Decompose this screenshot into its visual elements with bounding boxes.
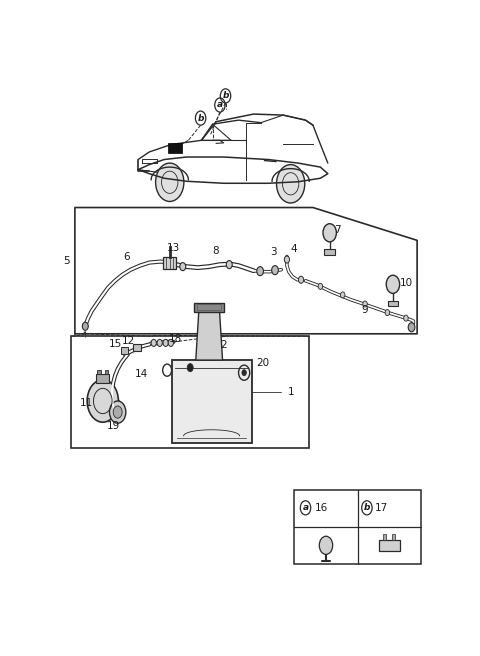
- Polygon shape: [196, 312, 223, 360]
- Circle shape: [276, 165, 305, 203]
- Bar: [96, 374, 109, 383]
- Bar: [324, 249, 335, 255]
- Text: a: a: [217, 100, 223, 110]
- Circle shape: [323, 224, 336, 242]
- Text: 18: 18: [168, 334, 182, 344]
- Text: 8: 8: [212, 247, 219, 256]
- Circle shape: [226, 260, 232, 269]
- Bar: [388, 301, 398, 306]
- Circle shape: [113, 406, 122, 418]
- Text: 19: 19: [107, 421, 120, 431]
- Circle shape: [272, 266, 278, 275]
- Text: b: b: [222, 91, 229, 100]
- Text: 2: 2: [220, 340, 227, 350]
- Circle shape: [168, 339, 173, 346]
- Circle shape: [340, 292, 345, 298]
- Circle shape: [284, 256, 289, 263]
- Text: 3: 3: [271, 247, 277, 258]
- Text: 15: 15: [108, 339, 122, 350]
- Text: 17: 17: [375, 502, 388, 513]
- Bar: [197, 304, 221, 310]
- Bar: [163, 256, 177, 269]
- Circle shape: [156, 163, 184, 201]
- Circle shape: [318, 283, 323, 289]
- Bar: [132, 344, 141, 352]
- Circle shape: [151, 339, 156, 346]
- Bar: [392, 534, 395, 541]
- Bar: [71, 337, 309, 449]
- Circle shape: [242, 370, 246, 376]
- Circle shape: [363, 301, 367, 307]
- Circle shape: [319, 536, 333, 554]
- Circle shape: [385, 310, 390, 316]
- Text: 14: 14: [135, 369, 148, 379]
- Bar: [383, 534, 386, 541]
- Bar: [121, 348, 128, 354]
- Circle shape: [386, 276, 400, 293]
- Bar: [97, 370, 101, 374]
- Bar: [172, 360, 252, 443]
- Circle shape: [163, 339, 168, 346]
- Text: 12: 12: [122, 337, 135, 346]
- Circle shape: [408, 323, 415, 332]
- Text: 13: 13: [167, 243, 180, 253]
- Bar: [379, 541, 400, 552]
- Circle shape: [257, 266, 264, 276]
- Text: 5: 5: [63, 256, 70, 266]
- Circle shape: [187, 363, 193, 372]
- Text: 9: 9: [362, 304, 368, 315]
- Bar: [105, 370, 108, 374]
- Bar: [194, 303, 225, 312]
- Circle shape: [404, 315, 408, 321]
- Text: 11: 11: [80, 398, 94, 408]
- Text: 1: 1: [288, 387, 294, 397]
- Circle shape: [109, 401, 126, 423]
- Text: 4: 4: [290, 245, 297, 255]
- Text: b: b: [364, 503, 370, 512]
- Circle shape: [83, 322, 88, 330]
- Text: b: b: [197, 113, 204, 123]
- Circle shape: [157, 339, 162, 346]
- Circle shape: [87, 380, 119, 422]
- Text: 20: 20: [256, 358, 269, 367]
- Text: 6: 6: [124, 251, 130, 262]
- Text: 16: 16: [314, 502, 328, 513]
- Text: a: a: [302, 503, 309, 512]
- Text: 10: 10: [399, 277, 412, 288]
- Bar: [294, 491, 421, 564]
- Bar: [168, 143, 182, 153]
- Circle shape: [299, 276, 304, 283]
- Text: 7: 7: [334, 225, 340, 236]
- Circle shape: [180, 262, 186, 271]
